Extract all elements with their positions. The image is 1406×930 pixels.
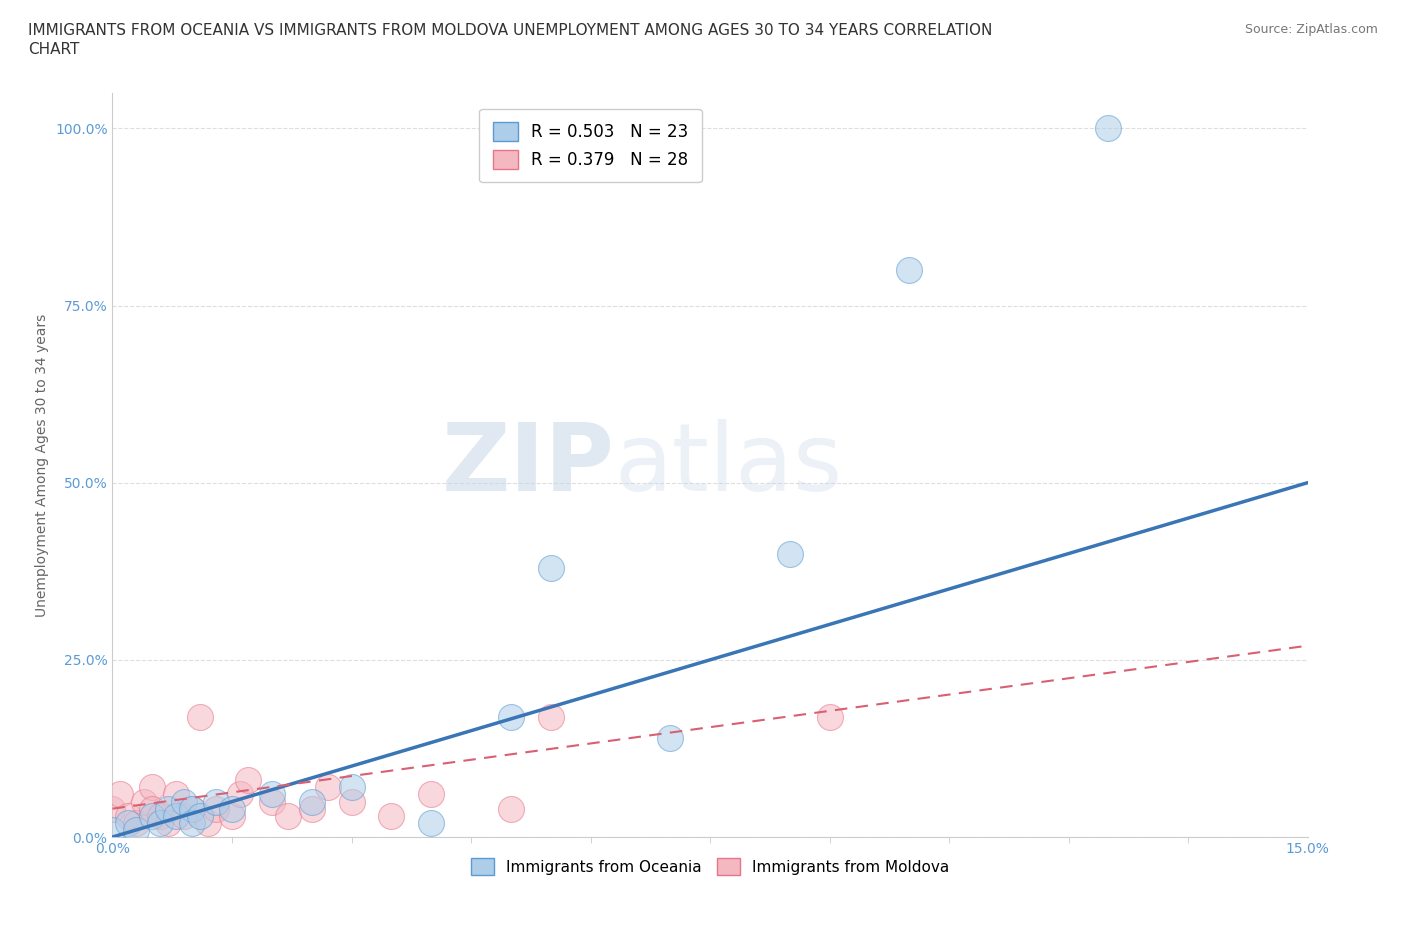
Point xyxy=(134,794,156,809)
Text: atlas: atlas xyxy=(614,419,842,511)
Point xyxy=(499,709,522,724)
Point xyxy=(540,709,562,724)
Point xyxy=(340,794,363,809)
Point xyxy=(157,816,180,830)
Point xyxy=(260,794,283,809)
Point xyxy=(157,802,180,817)
Point xyxy=(779,546,801,561)
Point xyxy=(197,816,219,830)
Point xyxy=(420,787,443,802)
Point xyxy=(1097,121,1119,136)
Point xyxy=(380,808,402,823)
Point xyxy=(260,787,283,802)
Point xyxy=(818,709,841,724)
Point xyxy=(188,709,211,724)
Point xyxy=(301,802,323,817)
Point xyxy=(540,560,562,575)
Point xyxy=(165,787,187,802)
Point xyxy=(205,802,228,817)
Point xyxy=(165,808,187,823)
Text: CHART: CHART xyxy=(28,42,80,57)
Point xyxy=(301,794,323,809)
Point xyxy=(420,816,443,830)
Point xyxy=(125,816,148,830)
Point xyxy=(110,787,132,802)
Text: Source: ZipAtlas.com: Source: ZipAtlas.com xyxy=(1244,23,1378,36)
Text: ZIP: ZIP xyxy=(441,419,614,511)
Point xyxy=(149,816,172,830)
Point xyxy=(173,794,195,809)
Point xyxy=(101,802,124,817)
Point xyxy=(221,802,243,817)
Point xyxy=(236,773,259,788)
Y-axis label: Unemployment Among Ages 30 to 34 years: Unemployment Among Ages 30 to 34 years xyxy=(35,313,49,617)
Point xyxy=(205,794,228,809)
Point xyxy=(188,808,211,823)
Point xyxy=(340,780,363,795)
Point xyxy=(149,808,172,823)
Point xyxy=(125,822,148,837)
Point xyxy=(316,780,339,795)
Point xyxy=(173,808,195,823)
Point xyxy=(141,780,163,795)
Point xyxy=(229,787,252,802)
Point xyxy=(181,802,204,817)
Point xyxy=(141,808,163,823)
Point xyxy=(117,808,139,823)
Point xyxy=(499,802,522,817)
Text: IMMIGRANTS FROM OCEANIA VS IMMIGRANTS FROM MOLDOVA UNEMPLOYMENT AMONG AGES 30 TO: IMMIGRANTS FROM OCEANIA VS IMMIGRANTS FR… xyxy=(28,23,993,38)
Point xyxy=(141,802,163,817)
Point xyxy=(181,816,204,830)
Point xyxy=(101,822,124,837)
Point xyxy=(181,802,204,817)
Point xyxy=(117,816,139,830)
Point xyxy=(659,730,682,745)
Legend: Immigrants from Oceania, Immigrants from Moldova: Immigrants from Oceania, Immigrants from… xyxy=(465,852,955,882)
Point xyxy=(277,808,299,823)
Point xyxy=(221,808,243,823)
Point xyxy=(898,262,921,277)
